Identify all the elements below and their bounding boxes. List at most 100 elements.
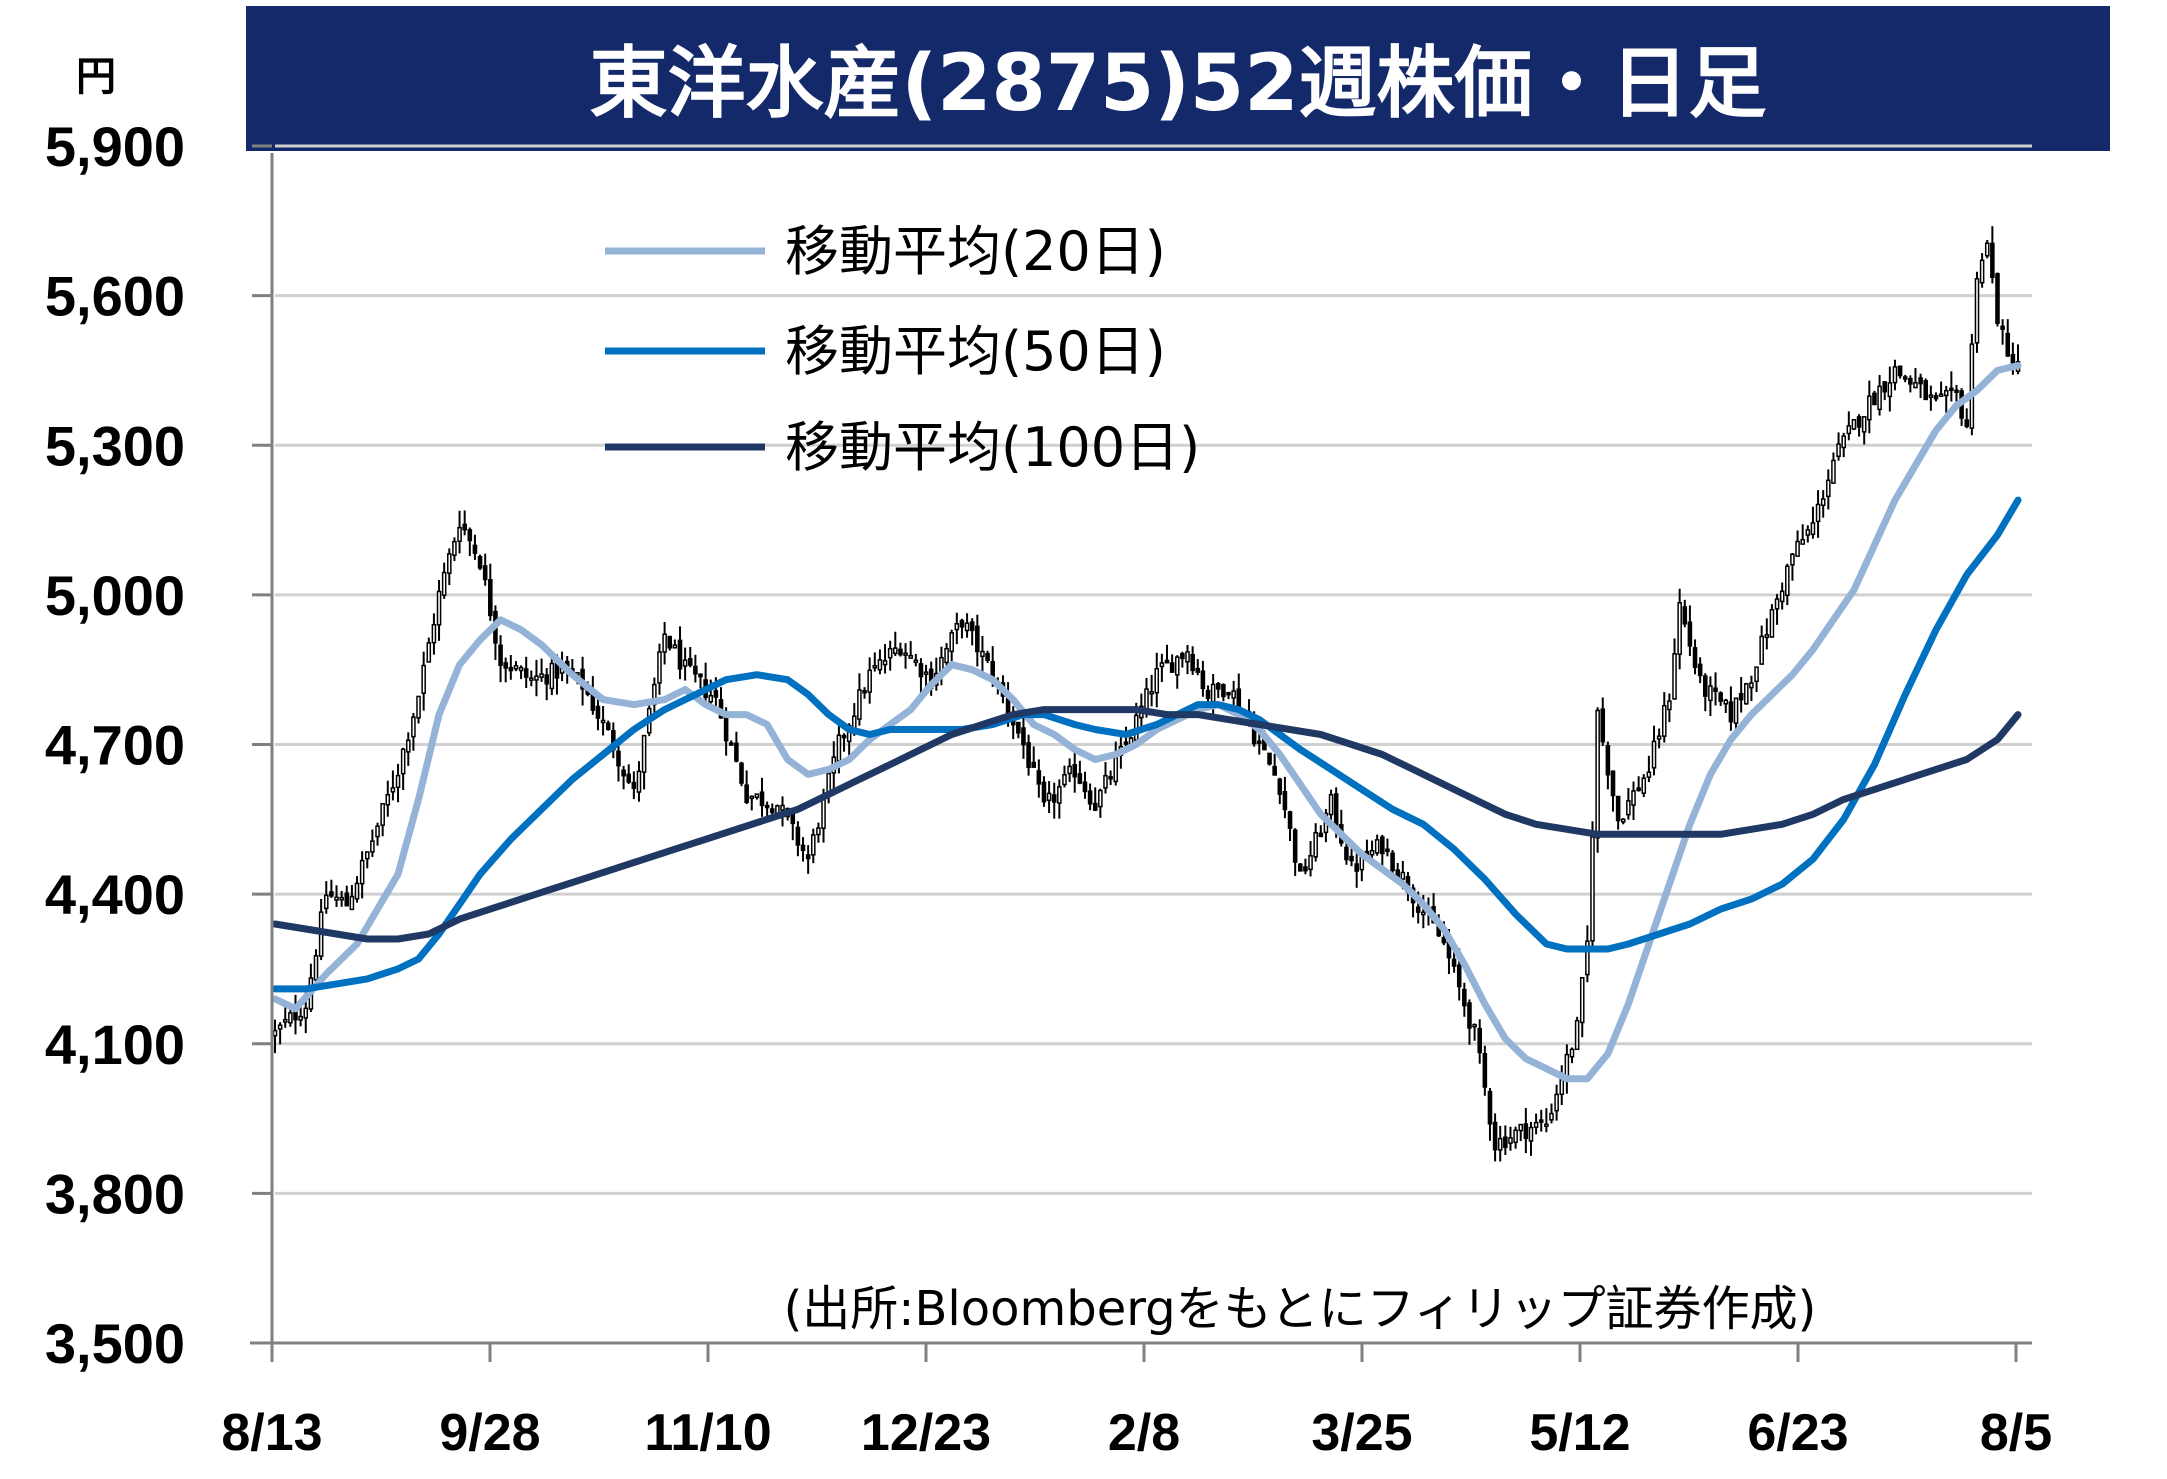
y-tick-label-5300: 5,300	[45, 414, 185, 477]
candle-body	[1508, 1137, 1513, 1144]
candle-body	[1072, 763, 1078, 778]
candle-body	[1667, 700, 1672, 711]
candle-body	[1759, 635, 1764, 665]
candle-body	[1826, 479, 1831, 498]
candle-body	[1790, 553, 1795, 566]
candle-body	[1210, 683, 1216, 703]
candle-body	[810, 834, 816, 856]
candle-body	[431, 623, 437, 644]
candle-body	[1995, 273, 2000, 324]
candle-body	[882, 660, 888, 666]
candle-body	[2005, 332, 2011, 357]
candle-body	[375, 825, 380, 838]
candle-body	[754, 793, 760, 798]
candle-body	[1421, 911, 1426, 916]
candle-body	[749, 795, 755, 800]
candle-body	[1303, 866, 1308, 872]
candle-body	[339, 896, 344, 901]
candle-body	[1831, 459, 1836, 484]
candle-body	[370, 840, 375, 853]
candle-body	[795, 826, 801, 846]
candle-body	[1205, 689, 1211, 700]
y-tick-label-5000: 5,000	[45, 564, 185, 627]
x-tick-labels: 8/13 9/28 11/10 12/23 2/8 3/25 5/12 6/23 8/5	[221, 1343, 2052, 1462]
candle-body	[1779, 590, 1785, 603]
candle-body	[529, 677, 534, 681]
candle-body	[1513, 1129, 1518, 1144]
candle-body	[1610, 770, 1616, 797]
title-banner	[246, 6, 2110, 151]
candle-body	[457, 526, 462, 542]
candle-body	[1292, 829, 1298, 863]
candle-body	[1400, 871, 1406, 880]
candle-body	[1718, 692, 1723, 702]
candle-body	[1943, 389, 1949, 397]
candle-body	[1415, 906, 1421, 913]
moving-average-100-line	[271, 706, 2022, 943]
candle-body	[1938, 393, 1944, 397]
candle-body	[600, 719, 606, 724]
candle-body	[1380, 836, 1385, 855]
y-tick-label-3800: 3,800	[45, 1162, 185, 1225]
candle-body	[1318, 832, 1324, 838]
candle-body	[903, 652, 908, 656]
candle-body	[1754, 666, 1759, 683]
candle-body	[734, 742, 739, 762]
candle-body	[1472, 1023, 1477, 1028]
candle-body	[769, 808, 775, 814]
x-tick-label-2: 11/10	[644, 1404, 771, 1462]
candle-body	[441, 571, 447, 596]
candle-body	[1856, 416, 1862, 428]
candle-body	[1149, 691, 1154, 695]
candle-body	[1769, 609, 1775, 638]
candle-body	[595, 705, 601, 719]
candle-body	[1682, 606, 1688, 625]
candle-body	[1231, 690, 1236, 699]
legend-label-ma100: 移動平均(100日)	[785, 416, 1200, 479]
candle-body	[354, 882, 360, 900]
candle-body	[1103, 774, 1108, 789]
candle-body	[631, 781, 637, 789]
candle-body	[1810, 522, 1816, 536]
candle-body	[1974, 278, 1980, 344]
candle-body	[877, 659, 883, 671]
candle-body	[1041, 781, 1047, 803]
candle-body	[1287, 811, 1293, 829]
candle-body	[1836, 443, 1841, 458]
x-tick-label-1: 9/28	[439, 1404, 540, 1462]
candle-body	[1897, 365, 1903, 377]
candle-body	[636, 770, 642, 793]
candle-body	[1005, 697, 1011, 715]
candle-body	[1190, 653, 1195, 672]
candle-body	[1456, 964, 1462, 988]
candle-body	[1277, 778, 1283, 795]
candle-body	[1841, 435, 1846, 449]
candle-body	[1815, 503, 1821, 523]
candle-body	[1969, 343, 1975, 429]
candle-body	[1923, 380, 1929, 401]
candle-body	[544, 674, 549, 685]
candle-body	[421, 664, 426, 694]
candle-body	[380, 802, 385, 826]
candle-body	[1154, 668, 1160, 694]
candle-body	[708, 694, 714, 703]
candle-body	[1369, 849, 1375, 856]
candle-body	[467, 529, 473, 542]
candle-body	[472, 544, 478, 554]
candle-body	[969, 621, 975, 632]
candle-body	[1595, 709, 1600, 839]
candle-body	[1349, 855, 1354, 862]
candle-body	[1487, 1090, 1493, 1125]
candle-body	[1328, 794, 1334, 816]
candle-body	[1482, 1052, 1488, 1088]
candle-body	[277, 1024, 283, 1030]
legend: 移動平均(20日) 移動平均(50日) 移動平均(100日)	[605, 220, 1200, 479]
candle-body	[1661, 705, 1667, 737]
x-tick-label-4: 2/8	[1108, 1404, 1180, 1462]
candle-body	[1051, 794, 1057, 803]
candle-body	[1646, 771, 1652, 778]
candle-body	[1851, 418, 1857, 430]
candle-body	[898, 648, 903, 656]
candle-body	[1226, 691, 1231, 696]
candle-body	[1933, 395, 1939, 400]
